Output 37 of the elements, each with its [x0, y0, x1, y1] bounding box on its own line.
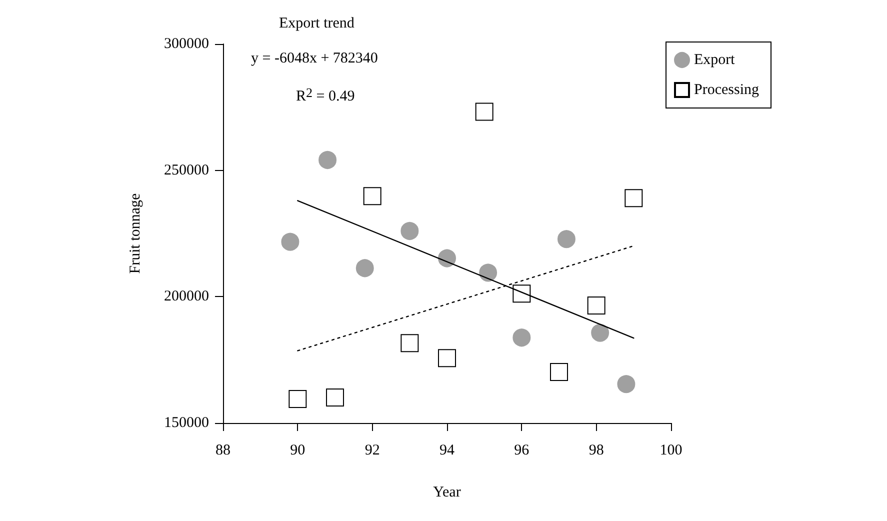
point	[587, 296, 606, 315]
legend-label: Export	[694, 52, 736, 68]
point	[479, 264, 498, 282]
y-tick-label: 150000	[164, 415, 209, 431]
point	[617, 375, 636, 394]
legend-label: Processing	[694, 82, 760, 98]
point	[400, 334, 419, 352]
point	[624, 189, 643, 208]
x-tick-label: 92	[364, 442, 380, 458]
point	[512, 284, 531, 303]
x-tick-label: 98	[588, 442, 604, 458]
annotation: y = -6048x + 782340	[251, 50, 378, 66]
x-tick-label: 96	[514, 442, 530, 458]
point	[281, 232, 300, 251]
text: Export trend	[279, 16, 355, 32]
point	[288, 390, 307, 408]
x-tick-label: 88	[216, 442, 230, 458]
point	[326, 388, 344, 406]
point	[356, 259, 374, 278]
point	[400, 222, 419, 240]
point	[363, 187, 382, 206]
point	[318, 150, 337, 169]
x-tick-label: 94	[440, 442, 455, 458]
x-axis-title: Year	[433, 484, 461, 500]
point	[591, 324, 610, 342]
point	[512, 328, 531, 347]
point	[557, 230, 576, 248]
y-tick-label: 250000	[164, 162, 209, 178]
point	[438, 349, 456, 368]
y-axis-title: Fruit tonnage	[128, 192, 144, 274]
point	[438, 249, 456, 268]
y-tick-label: 300000	[164, 36, 209, 52]
point	[475, 102, 494, 121]
point	[550, 362, 568, 381]
x-tick-label: 100	[660, 442, 682, 458]
x-tick-label: 90	[290, 442, 306, 458]
y-tick-label: 200000	[164, 288, 209, 305]
